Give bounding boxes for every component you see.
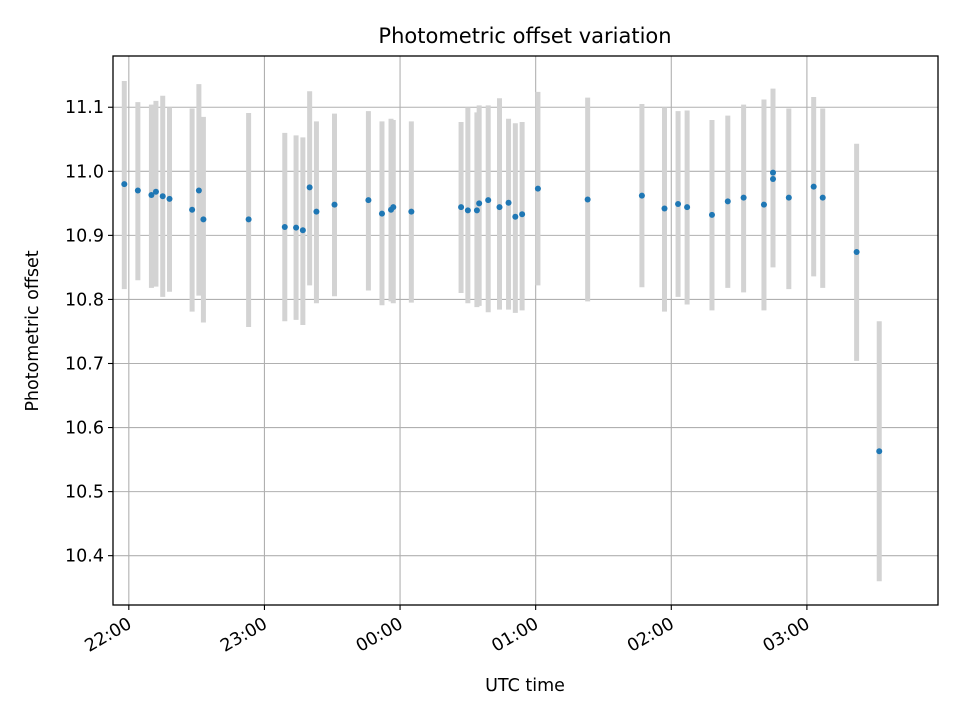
data-point — [485, 197, 492, 204]
data-point — [458, 204, 465, 211]
data-point — [293, 224, 300, 231]
data-point — [189, 206, 196, 213]
y-tick-label: 11.0 — [65, 162, 104, 182]
y-tick-label: 11.1 — [65, 98, 104, 118]
data-point — [760, 201, 767, 208]
data-point — [166, 195, 173, 202]
data-point — [819, 194, 826, 201]
data-point — [152, 188, 159, 195]
y-tick-label: 10.8 — [65, 290, 104, 310]
y-tick-label: 10.5 — [65, 483, 104, 503]
plot-frame — [112, 55, 939, 606]
data-points — [121, 169, 883, 455]
data-point — [853, 249, 860, 256]
data-point — [708, 211, 715, 218]
data-point — [121, 181, 128, 188]
y-tick-label: 10.6 — [65, 419, 104, 439]
data-point — [638, 192, 645, 199]
data-point — [740, 194, 747, 201]
data-point — [661, 205, 668, 212]
data-point — [245, 216, 252, 223]
data-point — [313, 208, 320, 215]
data-point — [306, 184, 313, 191]
data-point — [496, 204, 503, 211]
chart-title: Photometric offset variation — [378, 24, 671, 48]
data-point — [505, 199, 512, 206]
x-axis-label: UTC time — [485, 676, 565, 696]
data-point — [200, 216, 207, 223]
data-point — [785, 194, 792, 201]
data-point — [584, 196, 591, 203]
data-point — [390, 204, 397, 211]
data-point — [299, 227, 306, 234]
data-point — [684, 204, 691, 211]
data-point — [876, 448, 883, 455]
data-point — [331, 201, 338, 208]
data-point — [148, 192, 155, 199]
data-point — [134, 187, 141, 194]
data-point — [534, 185, 541, 192]
data-point — [519, 211, 526, 218]
data-point — [378, 210, 385, 217]
y-tick-label: 10.7 — [65, 354, 104, 374]
data-point — [810, 183, 817, 190]
y-tick-label: 10.9 — [65, 226, 104, 246]
data-point — [408, 208, 415, 215]
data-point — [476, 200, 483, 207]
data-point — [365, 197, 372, 204]
data-point — [770, 169, 776, 176]
data-point — [195, 187, 202, 194]
y-axis-label: Photometric offset — [23, 250, 43, 411]
data-point — [724, 198, 731, 205]
y-tick-label: 10.4 — [65, 547, 104, 567]
data-point — [159, 193, 166, 200]
data-point — [770, 175, 776, 182]
data-point — [281, 224, 288, 231]
grid — [113, 56, 938, 605]
data-point — [464, 207, 471, 214]
y-axis-ticks: 10.4 10.5 10.6 10.7 10.8 10.9 11.0 11.1 — [65, 98, 113, 567]
data-point — [512, 213, 519, 220]
data-point — [473, 207, 480, 214]
data-point — [675, 200, 682, 207]
